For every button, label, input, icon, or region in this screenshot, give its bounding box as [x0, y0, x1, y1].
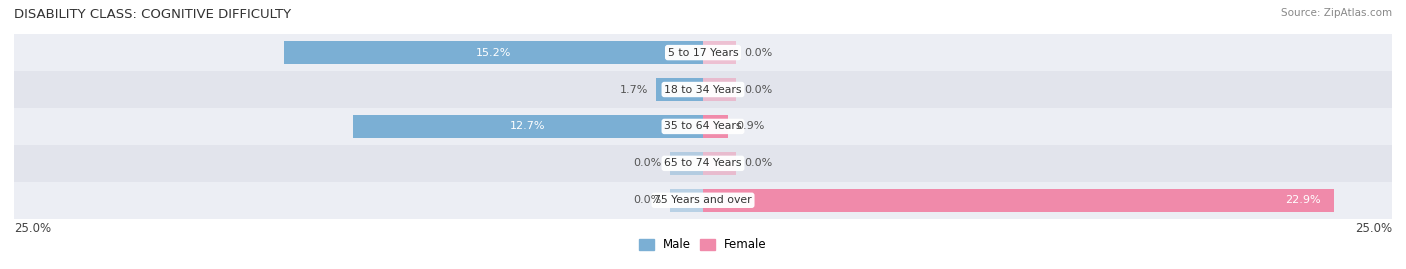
Text: 0.9%: 0.9% — [737, 121, 765, 132]
Text: 25.0%: 25.0% — [14, 222, 51, 235]
Text: 35 to 64 Years: 35 to 64 Years — [664, 121, 742, 132]
Text: Source: ZipAtlas.com: Source: ZipAtlas.com — [1281, 8, 1392, 18]
Text: 0.0%: 0.0% — [744, 158, 772, 168]
Legend: Male, Female: Male, Female — [634, 234, 772, 256]
Bar — [14, 182, 1392, 219]
Bar — [703, 41, 737, 64]
Bar — [669, 152, 703, 175]
Bar — [14, 34, 1392, 71]
Text: 1.7%: 1.7% — [620, 84, 648, 94]
Text: 22.9%: 22.9% — [1285, 195, 1320, 205]
Bar — [669, 189, 703, 212]
Text: 75 Years and over: 75 Years and over — [654, 195, 752, 205]
Text: 0.0%: 0.0% — [634, 158, 662, 168]
Bar — [657, 78, 703, 101]
Text: 18 to 34 Years: 18 to 34 Years — [664, 84, 742, 94]
Bar — [284, 41, 703, 64]
Bar — [703, 78, 737, 101]
Bar — [703, 189, 1334, 212]
Text: 25.0%: 25.0% — [1355, 222, 1392, 235]
Text: 15.2%: 15.2% — [475, 48, 512, 58]
Text: 12.7%: 12.7% — [510, 121, 546, 132]
Text: 0.0%: 0.0% — [634, 195, 662, 205]
Text: 65 to 74 Years: 65 to 74 Years — [664, 158, 742, 168]
Text: 0.0%: 0.0% — [744, 84, 772, 94]
Bar — [703, 115, 728, 138]
Bar — [703, 152, 737, 175]
Text: DISABILITY CLASS: COGNITIVE DIFFICULTY: DISABILITY CLASS: COGNITIVE DIFFICULTY — [14, 8, 291, 21]
Text: 5 to 17 Years: 5 to 17 Years — [668, 48, 738, 58]
Bar — [14, 145, 1392, 182]
Bar — [14, 108, 1392, 145]
Bar — [14, 71, 1392, 108]
Bar — [353, 115, 703, 138]
Text: 0.0%: 0.0% — [744, 48, 772, 58]
